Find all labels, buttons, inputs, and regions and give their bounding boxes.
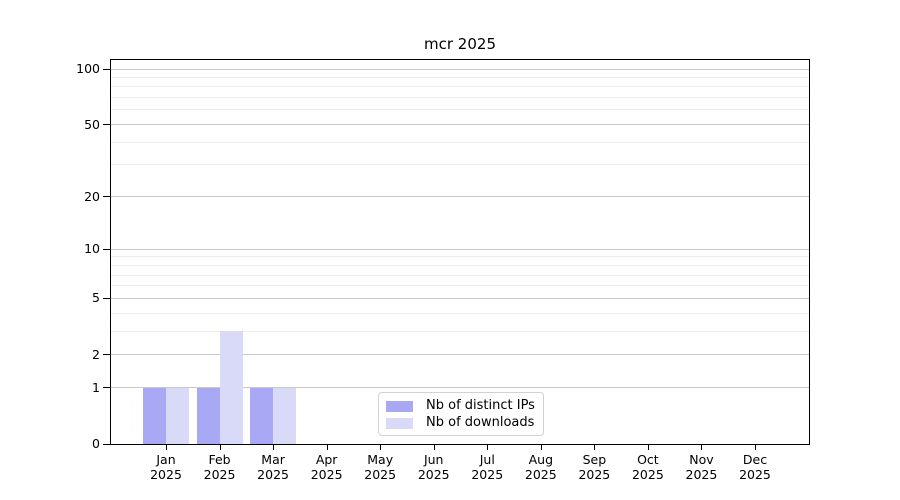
y-axis-tick-label: 1	[92, 379, 100, 395]
x-tick-mark	[487, 445, 489, 450]
plot-area	[110, 59, 810, 445]
x-tick-mark	[754, 445, 756, 450]
legend-label: Nb of distinct IPs	[426, 398, 535, 413]
major-gridline	[111, 68, 809, 70]
bar-downloads-mar	[273, 387, 297, 444]
major-gridline	[111, 196, 809, 198]
major-gridline	[111, 354, 809, 356]
minor-gridline	[111, 86, 809, 88]
x-tick-mark	[433, 445, 435, 450]
minor-gridline	[111, 256, 809, 258]
x-axis-tick-label: Nov 2025	[685, 452, 718, 482]
x-axis-tick-label: Apr 2025	[310, 452, 343, 482]
minor-gridline	[111, 312, 809, 314]
y-tick-mark	[103, 443, 110, 445]
minor-gridline	[111, 141, 809, 143]
bar-downloads-jan	[166, 387, 189, 444]
x-axis-tick-label: Sep 2025	[578, 452, 611, 482]
x-tick-mark	[219, 445, 221, 450]
y-tick-mark	[103, 387, 110, 389]
x-axis-tick-label: Jun 2025	[417, 452, 450, 482]
legend-entry: Nb of distinct IPs	[386, 398, 535, 414]
minor-gridline	[111, 109, 809, 111]
major-gridline	[111, 297, 809, 299]
y-axis-tick-label: 0	[92, 436, 100, 451]
legend-swatch	[386, 400, 413, 412]
major-gridline	[111, 248, 809, 250]
y-axis-tick-label: 5	[92, 290, 100, 306]
y-tick-mark	[103, 68, 110, 70]
minor-gridline	[111, 264, 809, 266]
legend: Nb of distinct IPs Nb of downloads	[378, 392, 544, 436]
y-axis-tick-label: 10	[84, 241, 100, 257]
y-tick-mark	[103, 248, 110, 250]
y-axis-tick-label: 2	[92, 346, 100, 362]
x-axis-tick-label: Mar 2025	[257, 452, 289, 482]
major-gridline	[111, 387, 809, 389]
legend-entry: Nb of downloads	[386, 415, 535, 431]
x-tick-mark	[166, 445, 167, 450]
x-axis-tick-label: Dec 2025	[739, 452, 771, 482]
minor-gridline	[111, 76, 809, 78]
x-tick-mark	[701, 445, 703, 450]
x-axis-tick-label: Jan 2025	[150, 452, 182, 482]
x-axis-tick-label: Jul 2025	[471, 452, 504, 482]
y-tick-mark	[103, 354, 110, 356]
x-tick-mark	[326, 445, 328, 450]
x-tick-mark	[380, 445, 382, 450]
x-axis-tick-label: Feb 2025	[203, 452, 236, 482]
minor-gridline	[111, 274, 809, 276]
x-axis-tick-label: Oct 2025	[631, 452, 664, 482]
x-axis-tick-label: Aug 2025	[524, 452, 557, 482]
bar-distinct-ips-feb	[196, 387, 220, 444]
x-axis-tick-label: May 2025	[364, 452, 397, 482]
x-tick-mark	[273, 445, 275, 450]
legend-swatch	[386, 417, 413, 429]
major-gridline	[111, 124, 809, 126]
y-tick-mark	[103, 297, 110, 299]
bar-distinct-ips-jan	[143, 387, 166, 444]
x-tick-mark	[594, 445, 596, 450]
y-axis-tick-label: 100	[76, 61, 100, 76]
legend-label: Nb of downloads	[426, 415, 535, 430]
x-tick-mark	[540, 445, 542, 450]
minor-gridline	[111, 164, 809, 166]
y-tick-mark	[103, 196, 110, 198]
bar-distinct-ips-mar	[250, 387, 274, 444]
bar-downloads-feb	[219, 331, 243, 444]
y-axis-tick-label: 50	[84, 116, 100, 132]
minor-gridline	[111, 97, 809, 99]
y-axis-tick-label: 20	[84, 188, 100, 204]
chart-title: mcr 2025	[424, 35, 496, 53]
y-tick-mark	[103, 124, 110, 126]
minor-gridline	[111, 330, 809, 332]
x-tick-mark	[647, 445, 649, 450]
minor-gridline	[111, 285, 809, 287]
